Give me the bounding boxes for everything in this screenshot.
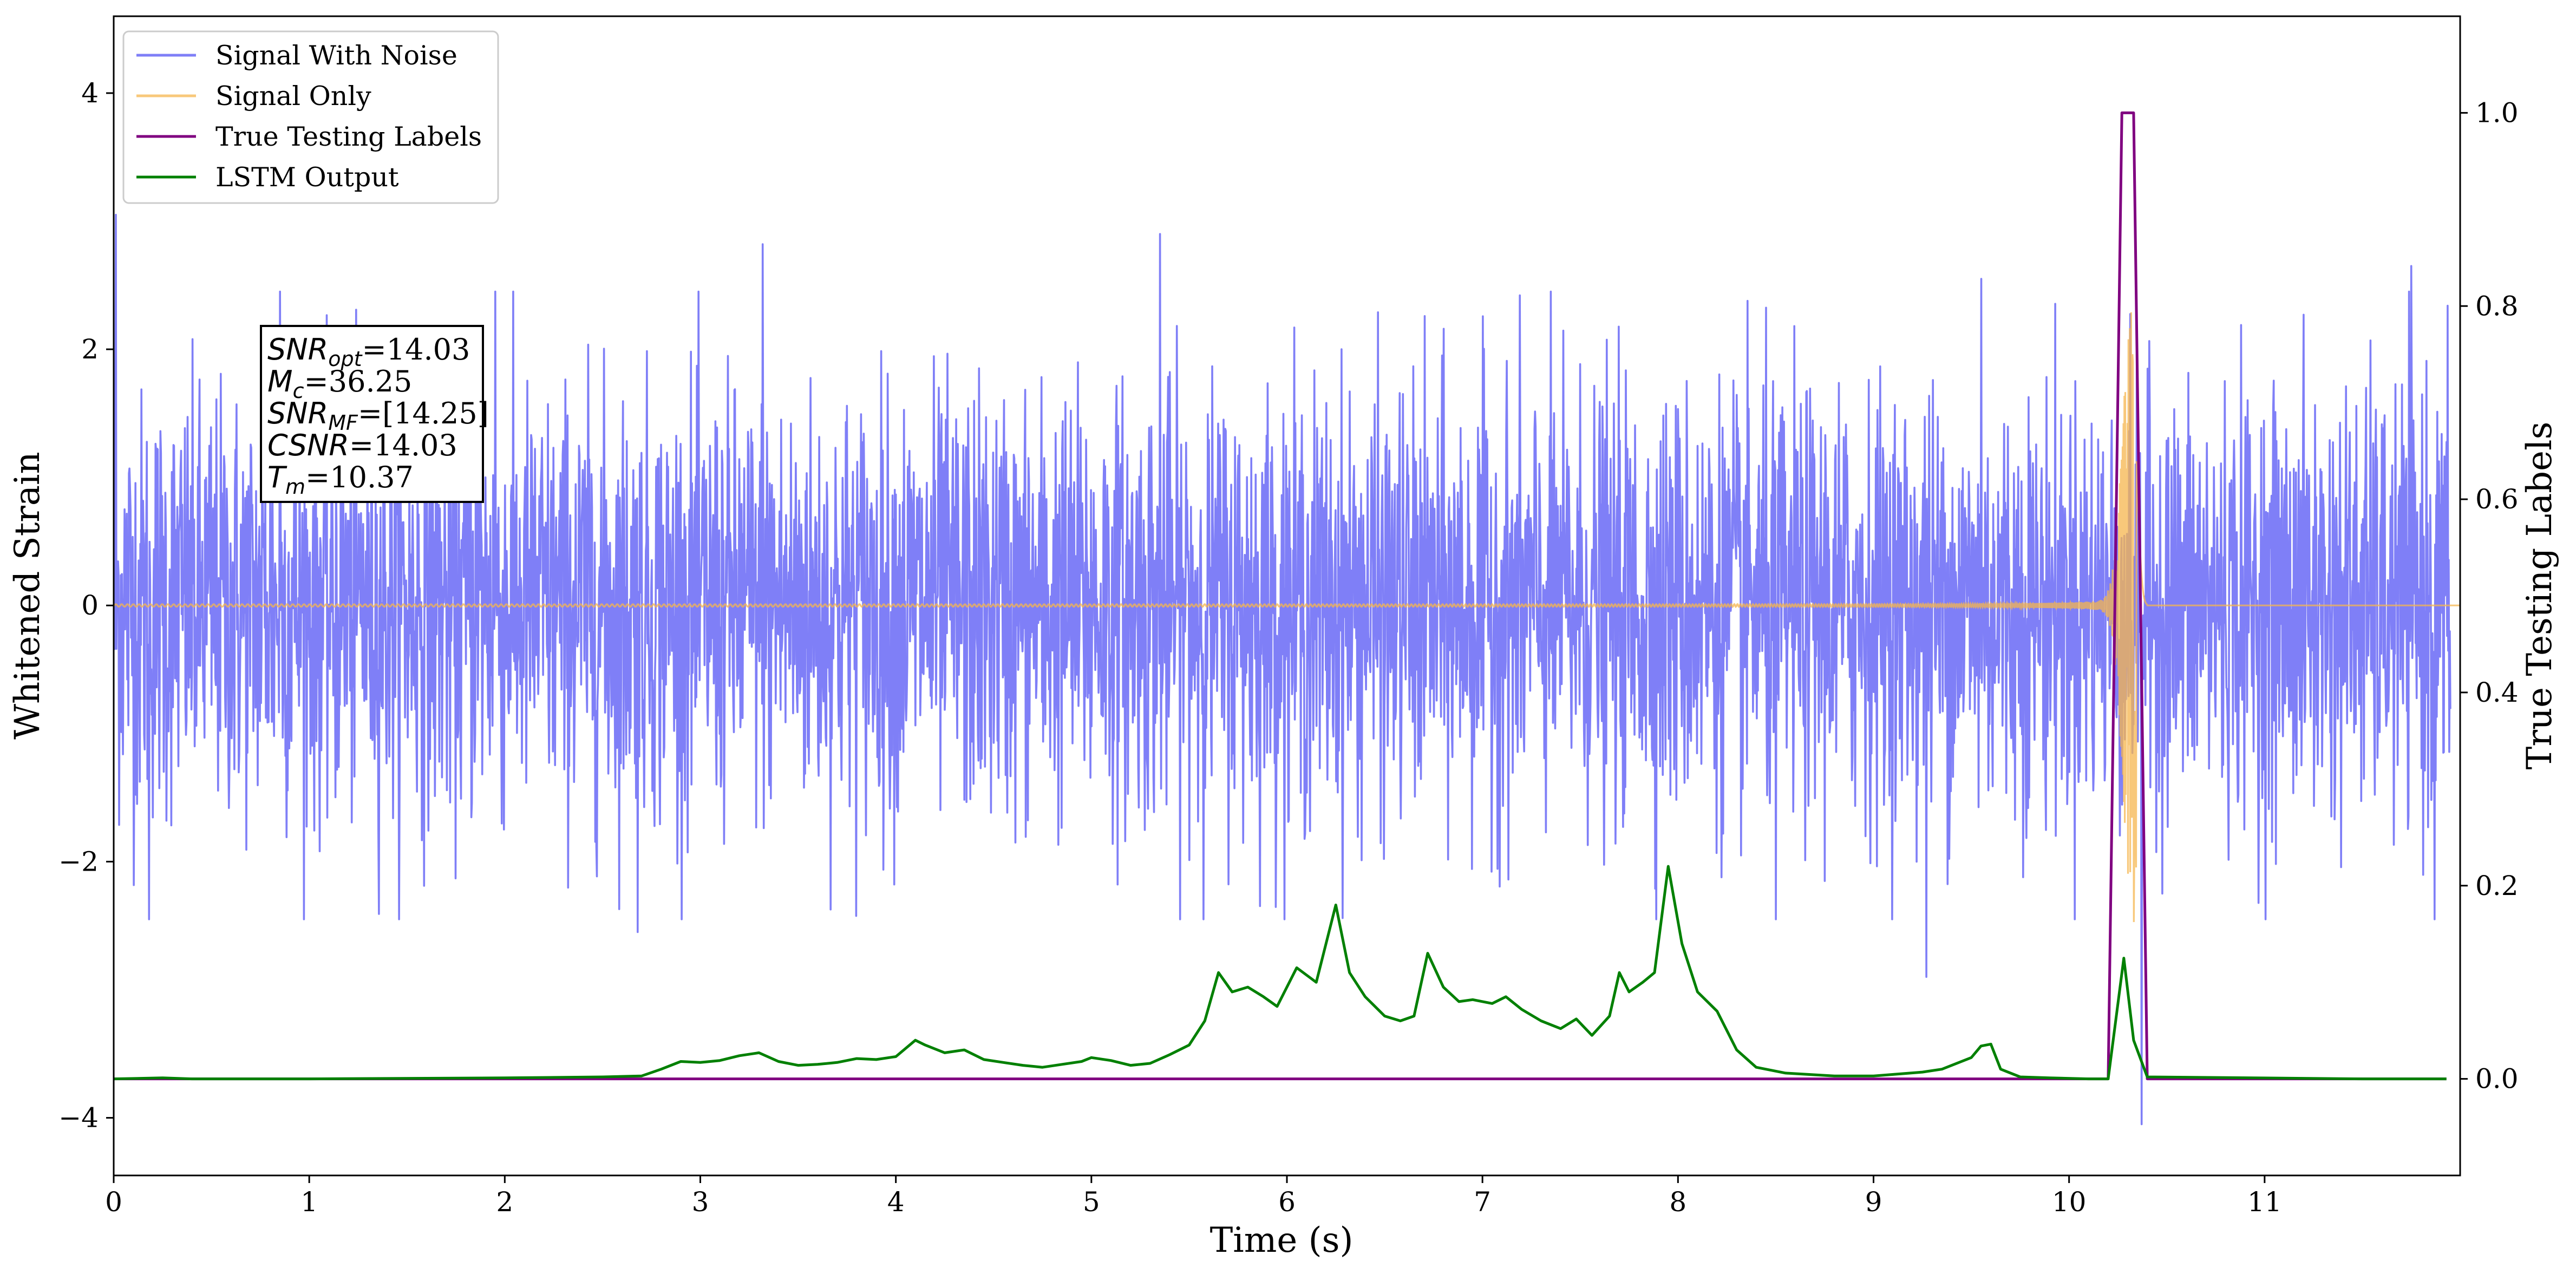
y-axis-label: Whitened Strain (8, 452, 48, 739)
legend-label: True Testing Labels (215, 121, 482, 152)
legend: Signal With Noise Signal Only True Testing… (122, 30, 499, 204)
x-tick-label: 11 (2247, 1186, 2282, 1218)
y2-axis-label: True Testing Labels (2520, 422, 2560, 770)
y-tick-label: 2 (81, 334, 99, 365)
y-tick-label: −4 (58, 1102, 99, 1134)
x-tick-label: 4 (887, 1186, 905, 1218)
y2-tick-label: 1.0 (2475, 97, 2519, 128)
series-signal-with-noise (114, 213, 2451, 1126)
x-tick-label: 5 (1083, 1186, 1100, 1218)
info-line: Mc=36.25 (267, 364, 412, 403)
y-tick-label: −2 (58, 846, 99, 877)
series-true-testing-labels (114, 111, 2447, 1081)
info-line: Tm=10.37 (267, 460, 414, 499)
y2-tick-label: 0.0 (2475, 1063, 2519, 1095)
legend-label: Signal With Noise (215, 40, 457, 71)
x-tick-label: 2 (496, 1186, 513, 1218)
x-tick-label: 1 (300, 1186, 318, 1218)
series-signal-only (114, 312, 2460, 923)
y2-tick-label: 0.8 (2475, 290, 2519, 322)
legend-label: Signal Only (215, 81, 371, 112)
info-line: SNRopt=14.03 (267, 332, 470, 371)
legend-box (122, 30, 499, 204)
y2-tick-label: 0.4 (2475, 677, 2519, 708)
y-tick-label: 0 (81, 590, 99, 621)
plot-area (114, 111, 2460, 1126)
x-tick-label: 3 (692, 1186, 709, 1218)
info-line: SNRMF=[14.25] (267, 396, 489, 435)
x-tick-label: 7 (1474, 1186, 1491, 1218)
legend-items: Signal With Noise Signal Only True Testing… (136, 40, 482, 193)
x-tick-label: 6 (1278, 1186, 1296, 1218)
info-box: SNRopt=14.03Mc=36.25SNRMF=[14.25]CSNR=14… (260, 325, 489, 503)
y2-tick-label: 0.2 (2475, 870, 2519, 901)
x-tick-label: 9 (1865, 1186, 1882, 1218)
y-tick-label: 4 (81, 77, 99, 109)
x-axis-label: Time (s) (1210, 1220, 1354, 1260)
info-box-frame (260, 325, 484, 503)
axis-ticks: 0 1 2 3 4 5 6 7 8 9 10 11 −4 −2 0 2 4 0.0 0.2 0.4 0.6 0.8 1.0 (58, 77, 2518, 1218)
info-box-lines: SNRopt=14.03Mc=36.25SNRMF=[14.25]CSNR=14… (267, 332, 489, 499)
y2-tick-label: 0.6 (2475, 484, 2519, 515)
series-lstm-output (114, 865, 2447, 1081)
x-tick-label: 10 (2052, 1186, 2087, 1218)
info-line: CSNR=14.03 (267, 428, 457, 462)
legend-label: LSTM Output (215, 162, 399, 193)
x-tick-label: 0 (105, 1186, 122, 1218)
x-tick-label: 8 (1669, 1186, 1686, 1218)
